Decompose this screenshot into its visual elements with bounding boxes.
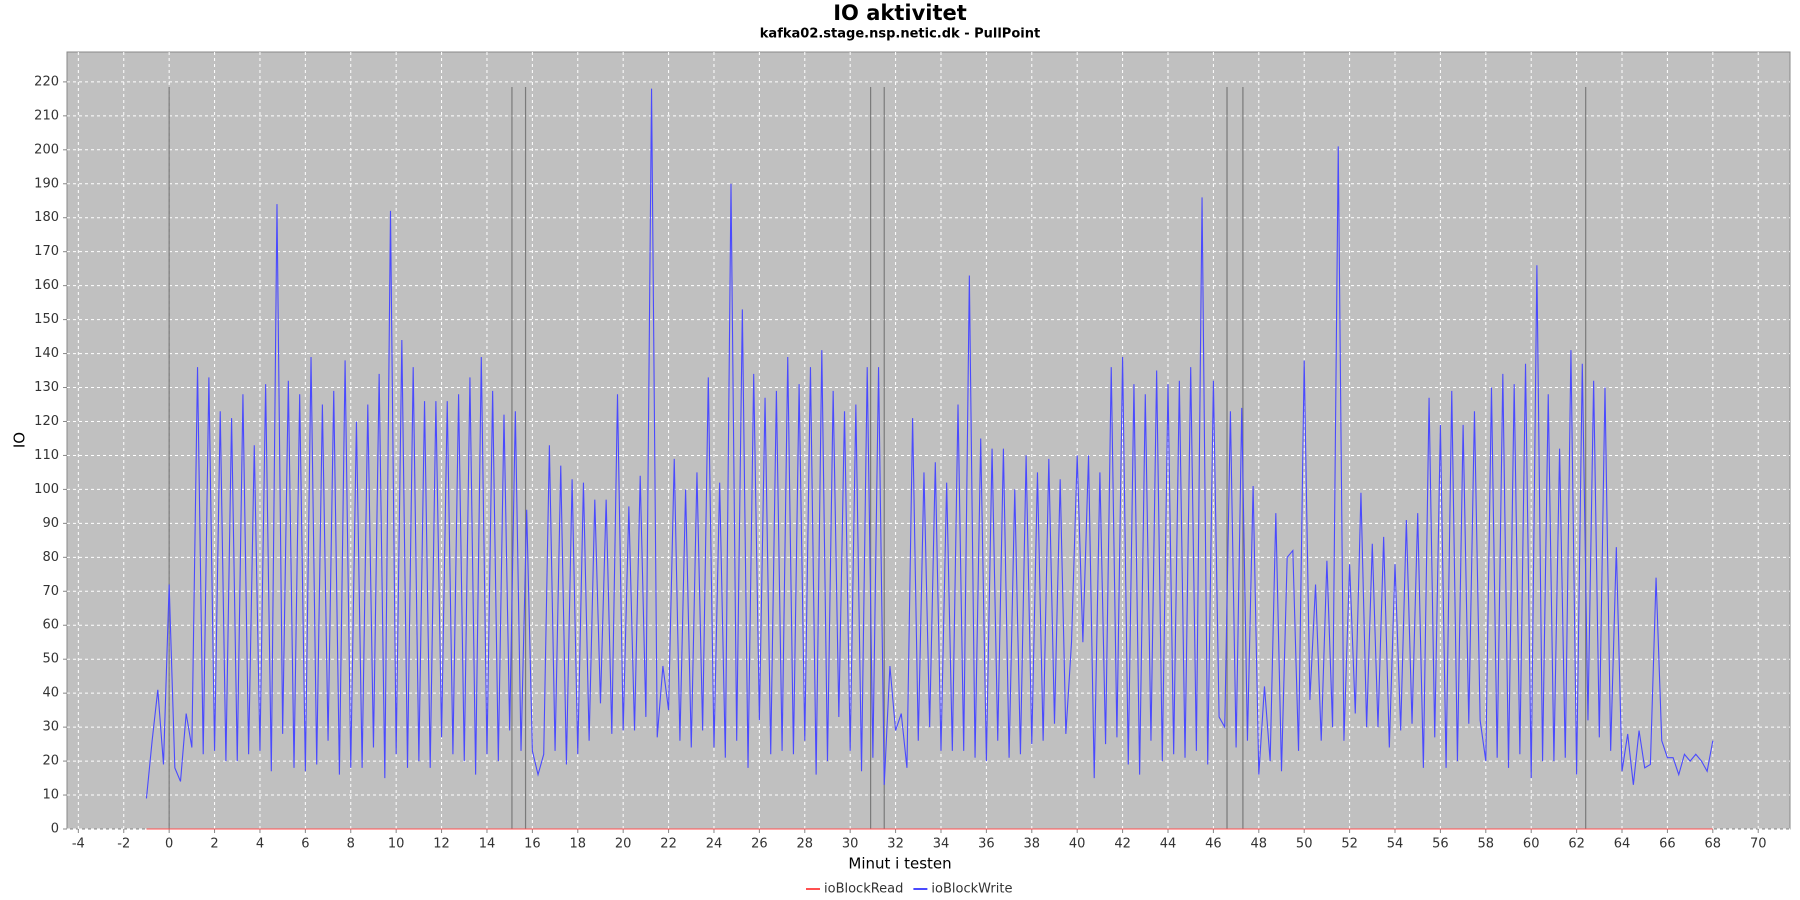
y-tick-label: 150 [34, 312, 59, 327]
x-tick-label: 40 [1069, 837, 1086, 852]
x-tick-label: 20 [615, 837, 632, 852]
x-tick-label: 38 [1024, 837, 1041, 852]
x-tick-label: 54 [1387, 837, 1404, 852]
x-tick-label: 22 [660, 837, 677, 852]
x-tick-label: 14 [479, 837, 496, 852]
x-tick-label: 12 [433, 837, 450, 852]
x-tick-label: 36 [978, 837, 995, 852]
chart-title: IO aktivitet [833, 1, 967, 25]
x-tick-label: 34 [933, 837, 950, 852]
x-tick-label: 46 [1205, 837, 1222, 852]
y-tick-label: 30 [42, 720, 59, 735]
x-tick-label: 0 [165, 837, 173, 852]
x-tick-label: 42 [1114, 837, 1131, 852]
y-tick-label: 130 [34, 380, 59, 395]
x-tick-label: 10 [388, 837, 405, 852]
x-tick-label: 48 [1251, 837, 1268, 852]
x-tick-label: 8 [347, 837, 355, 852]
y-tick-label: 40 [42, 686, 59, 701]
legend-label: ioBlockRead [824, 882, 903, 897]
series-line [145, 88, 1714, 799]
y-tick-label: 0 [51, 822, 59, 837]
y-tick-label: 100 [34, 482, 59, 497]
y-tick-label: 20 [42, 754, 59, 769]
y-tick-label: 180 [34, 210, 59, 225]
x-tick-label: 2 [210, 837, 218, 852]
x-tick-label: 60 [1523, 837, 1540, 852]
x-tick-label: 64 [1614, 837, 1631, 852]
x-tick-label: 26 [751, 837, 768, 852]
x-tick-label: 52 [1341, 837, 1358, 852]
x-tick-label: 50 [1296, 837, 1313, 852]
x-tick-label: 62 [1568, 837, 1585, 852]
y-tick-label: 120 [34, 414, 59, 429]
x-tick-label: -4 [72, 837, 85, 852]
x-tick-label: 56 [1432, 837, 1449, 852]
y-tick-label: 10 [42, 788, 59, 803]
y-tick-label: 200 [34, 142, 59, 157]
y-tick-label: 160 [34, 278, 59, 293]
x-tick-label: 6 [301, 837, 309, 852]
x-tick-label: 70 [1750, 837, 1767, 852]
x-tick-label: -2 [117, 837, 130, 852]
x-tick-label: 18 [569, 837, 586, 852]
y-axis-title: IO [11, 432, 29, 448]
x-tick-label: 28 [797, 837, 814, 852]
x-tick-label: 30 [842, 837, 859, 852]
x-tick-label: 58 [1478, 837, 1495, 852]
y-tick-label: 70 [42, 584, 59, 599]
y-tick-label: 210 [34, 108, 59, 123]
chart-subtitle: kafka02.stage.nsp.netic.dk - PullPoint [760, 27, 1040, 42]
x-tick-label: 4 [256, 837, 264, 852]
x-tick-label: 16 [524, 837, 541, 852]
legend-label: ioBlockWrite [931, 882, 1012, 897]
y-tick-label: 170 [34, 244, 59, 259]
y-tick-label: 140 [34, 346, 59, 361]
y-tick-label: 50 [42, 652, 59, 667]
x-tick-label: 68 [1705, 837, 1722, 852]
y-tick-label: 110 [34, 448, 59, 463]
y-tick-label: 90 [42, 516, 59, 531]
x-tick-label: 24 [706, 837, 723, 852]
y-tick-label: 60 [42, 618, 59, 633]
y-tick-label: 220 [34, 74, 59, 89]
x-tick-label: 44 [1160, 837, 1177, 852]
x-tick-label: 32 [887, 837, 904, 852]
y-tick-label: 190 [34, 176, 59, 191]
x-axis-title: Minut i testen [848, 855, 951, 873]
x-tick-label: 66 [1659, 837, 1676, 852]
y-tick-label: 80 [42, 550, 59, 565]
